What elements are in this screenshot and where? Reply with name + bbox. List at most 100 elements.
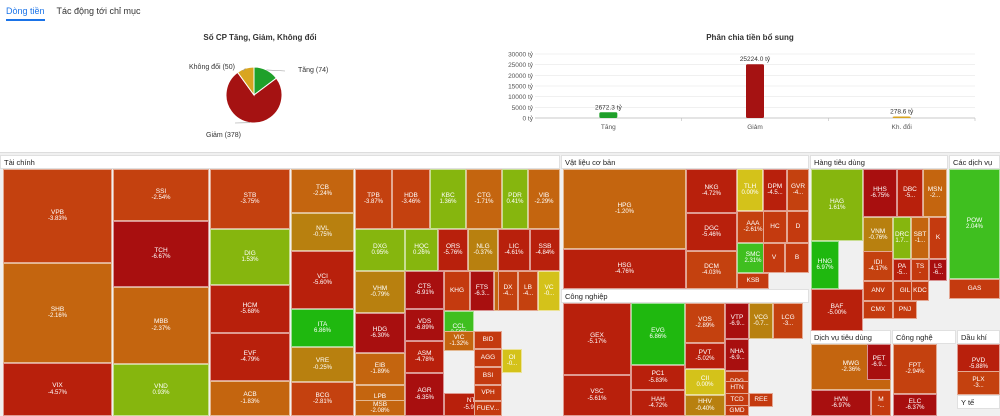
heatmap-cell-tlh[interactable]: TLH 0.00% [737, 169, 763, 211]
bar[interactable] [599, 112, 618, 118]
heatmap-cell-vc[interactable]: VC -0... [538, 271, 560, 311]
heatmap-cell-idi[interactable]: IDI -4.17% [863, 251, 893, 281]
heatmap-cell-vsc[interactable]: VSC -5.61% [563, 375, 631, 416]
heatmap-cell-k[interactable]: K [929, 217, 947, 259]
heatmap-cell-ksb[interactable]: KSB [737, 273, 769, 289]
heatmap-cell-stb[interactable]: STB -3.75% [210, 169, 290, 229]
heatmap-cell-vtp[interactable]: VTP -6.9... [725, 303, 749, 339]
heatmap-cell-eib[interactable]: EIB -1.89% [355, 353, 405, 385]
heatmap-cell-gex[interactable]: GEX -5.17% [563, 303, 631, 375]
heatmap-cell-kdc[interactable]: KDC [911, 281, 929, 301]
heatmap-cell-shb[interactable]: SHB -2.16% [3, 263, 112, 363]
sector-dau-khi[interactable]: Dầu khí [957, 330, 1000, 344]
bar[interactable] [746, 64, 764, 118]
heatmap-cell-b[interactable]: B [785, 243, 809, 273]
heatmap-cell-fpt[interactable]: FPT -2.94% [893, 344, 937, 394]
heatmap-cell-bid[interactable]: BID [474, 331, 502, 349]
heatmap-cell-tpb[interactable]: TPB -3.87% [355, 169, 392, 229]
heatmap-cell-evg[interactable]: EVG 6.86% [631, 303, 685, 365]
heatmap-cell-nlg[interactable]: NLG -0.37% [468, 229, 498, 271]
heatmap-cell-vpb[interactable]: VPB -3.83% [3, 169, 112, 263]
heatmap-cell-gvr[interactable]: GVR -4... [787, 169, 809, 211]
heatmap-cell-pa[interactable]: PA -5... [893, 259, 911, 281]
sector-cac-dich-vu[interactable]: Các dịch vụ [949, 155, 1000, 169]
heatmap-cell-pow[interactable]: POW 2.04% [949, 169, 1000, 279]
heatmap-cell-vix[interactable]: VIX -4.57% [3, 363, 112, 416]
heatmap-cell-vnm[interactable]: VNM -0.76% [863, 217, 893, 253]
heatmap-cell-hqc[interactable]: HQC 0.26% [405, 229, 438, 271]
heatmap-cell-ssi[interactable]: SSI -2.54% [113, 169, 209, 221]
heatmap-cell-vic[interactable]: VIC -1.32% [444, 331, 474, 351]
heatmap-cell-cii[interactable]: CII 0.00% [685, 369, 725, 395]
sector-cong-nghe[interactable]: Công nghệ [892, 330, 956, 344]
heatmap-cell-vph[interactable]: VPH [474, 385, 502, 401]
heatmap-cell-ls[interactable]: LS -6... [929, 259, 947, 281]
heatmap-cell-gas[interactable]: GAS [949, 279, 1000, 299]
heatmap-cell-gmd[interactable]: GMD [725, 405, 749, 416]
heatmap-cell-fts[interactable]: FTS -6.3... [470, 271, 494, 311]
heatmap-cell-bcg[interactable]: BCG -2.81% [291, 382, 354, 416]
heatmap-cell-dig[interactable]: DIG 1.53% [210, 229, 290, 285]
heatmap-cell-nha[interactable]: NHA -6.9... [725, 339, 749, 371]
heatmap-cell-hng[interactable]: HNG 6.97% [811, 241, 839, 289]
heatmap-cell-oi[interactable]: OI -0... [502, 349, 522, 373]
heatmap-cell-hdg[interactable]: HDG -6.30% [355, 313, 405, 353]
heatmap-cell-anv[interactable]: ANV [863, 281, 893, 301]
pie-slice[interactable] [236, 66, 255, 97]
heatmap-cell-dcm[interactable]: DCM -4.03% [686, 251, 737, 289]
heatmap-cell-dx[interactable]: DX -4... [498, 271, 518, 311]
heatmap-cell-agr[interactable]: AGR -6.35% [405, 373, 444, 416]
heatmap-cell-ors[interactable]: ORS -5.76% [438, 229, 468, 271]
heatmap-cell-hdb[interactable]: HDB -3.46% [392, 169, 430, 229]
heatmap-cell-d[interactable]: D [787, 211, 809, 243]
heatmap-cell-vcg[interactable]: VCG -0.7... [749, 303, 773, 339]
heatmap-cell-pet[interactable]: PET -6.9... [867, 344, 891, 380]
heatmap-cell-nkg[interactable]: NKG -4.72% [686, 169, 737, 213]
heatmap-cell-hag[interactable]: HAG 1.61% [811, 169, 863, 241]
heatmap-cell-vos[interactable]: VOS -2.89% [685, 303, 725, 343]
heatmap-cell-vci[interactable]: VCI -5.60% [291, 251, 354, 309]
tab-dong-tien[interactable]: Dòng tiền [6, 6, 45, 21]
heatmap-cell-pc1[interactable]: PC1 -5.83% [631, 365, 685, 390]
heatmap-cell-hc[interactable]: HC [763, 211, 787, 243]
heatmap-cell-dpm[interactable]: DPM -4.5... [763, 169, 787, 211]
sector-y-te[interactable]: Y tế [957, 395, 1000, 409]
heatmap-cell-khg[interactable]: KHG [444, 271, 470, 311]
heatmap-cell-hcm[interactable]: HCM -5.68% [210, 285, 290, 333]
heatmap-cell-m[interactable]: M -... [871, 390, 891, 416]
heatmap-cell-pvt[interactable]: PVT -5.02% [685, 343, 725, 369]
heatmap-cell-asm[interactable]: ASM -4.78% [405, 341, 444, 373]
heatmap-cell-ree[interactable]: REE [749, 393, 773, 407]
heatmap-cell-dxg[interactable]: DXG 0.95% [355, 229, 405, 271]
heatmap-cell-v[interactable]: V [763, 243, 785, 273]
heatmap-cell-vre[interactable]: VRE -0.25% [291, 347, 354, 382]
heatmap-cell-plx[interactable]: PLX -3... [957, 371, 1000, 395]
heatmap-cell-elc[interactable]: ELC -6.37% [893, 394, 937, 416]
heatmap-cell-fuev[interactable]: FUEV... [474, 401, 502, 416]
heatmap-cell-cts[interactable]: CTS -6.91% [405, 271, 444, 309]
heatmap-cell-pnj[interactable]: PNJ [893, 301, 917, 319]
sector-cong-nghiep[interactable]: Công nghiệp [561, 289, 809, 303]
sector-hang-tieu-dung[interactable]: Hàng tiêu dùng [810, 155, 948, 169]
heatmap-cell-msn[interactable]: MSN -2... [923, 169, 947, 217]
heatmap-cell-cmx[interactable]: CMX [863, 301, 893, 319]
heatmap-cell-lic[interactable]: LIC -4.61% [498, 229, 530, 271]
heatmap-cell-ts[interactable]: TS - [911, 259, 929, 281]
heatmap-cell-agg[interactable]: AGG [474, 349, 502, 367]
heatmap-cell-hhs[interactable]: HHS -6.75% [863, 169, 897, 217]
heatmap-cell-dbc[interactable]: DBC -5... [897, 169, 923, 217]
heatmap-cell-ssb[interactable]: SSB -4.84% [530, 229, 560, 271]
heatmap-cell-dgc[interactable]: DGC -5.46% [686, 213, 737, 251]
heatmap-cell-pdr[interactable]: PDR 0.41% [502, 169, 528, 229]
heatmap-cell-lb[interactable]: LB -4... [518, 271, 538, 311]
heatmap-cell-ita[interactable]: ITA 6.86% [291, 309, 354, 347]
heatmap-cell-kbc[interactable]: KBC 1.36% [430, 169, 466, 229]
heatmap-cell-hsg[interactable]: HSG -4.76% [563, 249, 686, 289]
heatmap-cell-tcb[interactable]: TCB -2.24% [291, 169, 354, 213]
heatmap-cell-vnd[interactable]: VND 0.93% [113, 364, 209, 416]
sector-tai-chinh[interactable]: Tài chính [0, 155, 560, 169]
heatmap-cell-vhm[interactable]: VHM -0.79% [355, 271, 405, 313]
bar[interactable] [892, 116, 911, 119]
heatmap-cell-msb[interactable]: MSB -2.08% [355, 400, 405, 416]
heatmap-cell-acb[interactable]: ACB -1.83% [210, 381, 290, 416]
